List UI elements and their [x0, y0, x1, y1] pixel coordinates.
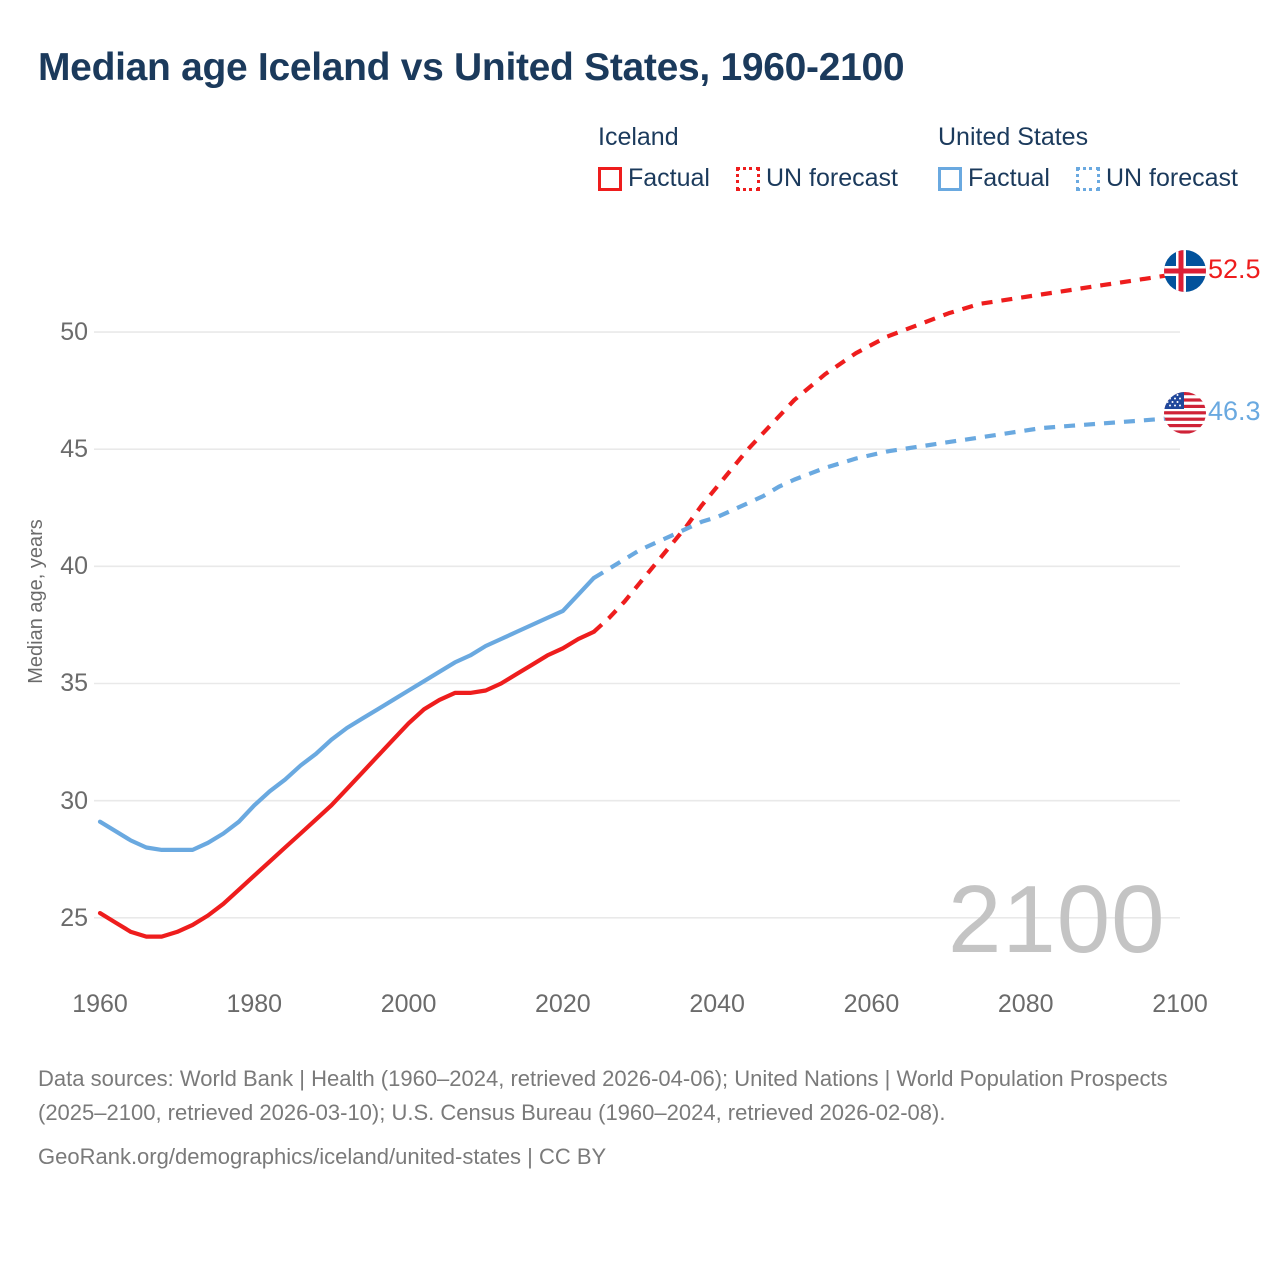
iceland-flag-icon — [1164, 250, 1206, 292]
legend-item-label: Factual — [628, 164, 710, 192]
y-axis-tick: 45 — [60, 435, 88, 464]
legend-country-label: Iceland — [598, 123, 679, 151]
legend-swatch-dotted-icon — [735, 166, 760, 191]
legend-swatch-solid-icon — [938, 166, 962, 191]
iceland-endpoint-value: 52.5 — [1208, 254, 1261, 284]
page-title: Median age Iceland vs United States, 196… — [38, 46, 905, 89]
chart-legend: Iceland Factual UN forecast United State… — [598, 122, 1258, 208]
y-axis-tick: 30 — [60, 786, 88, 815]
usa-endpoint-value: 46.3 — [1208, 396, 1261, 426]
x-axis-tick: 2000 — [380, 990, 437, 1018]
data-sources-text: Data sources: World Bank | Health (1960–… — [38, 1066, 1168, 1125]
y-axis-tick: 25 — [60, 903, 88, 932]
y-axis-label: Median age, years — [24, 519, 47, 684]
y-axis-tick: 40 — [60, 552, 88, 581]
legend-item-usa-forecast[interactable]: UN forecast — [1075, 164, 1238, 193]
legend-swatch-solid-icon — [598, 166, 622, 191]
y-axis-tick: 35 — [60, 669, 88, 698]
year-watermark: 2100 — [948, 866, 1166, 973]
x-axis-tick: 2080 — [997, 990, 1054, 1018]
legend-group-iceland: Iceland Factual UN forecast — [598, 122, 898, 193]
legend-item-iceland-forecast[interactable]: UN forecast — [735, 164, 898, 193]
usa-flag-icon — [1164, 392, 1206, 434]
legend-item-usa-factual[interactable]: Factual — [938, 164, 1050, 193]
x-axis-tick: 2060 — [843, 990, 900, 1018]
x-axis-tick: 1980 — [226, 990, 283, 1018]
x-axis-tick: 1960 — [72, 990, 128, 1018]
x-axis-tick: 2040 — [689, 990, 745, 1018]
legend-item-label: UN forecast — [1105, 164, 1238, 192]
x-axis-tick: 2100 — [1152, 990, 1208, 1018]
legend-item-label: Factual — [968, 164, 1050, 192]
legend-country-label: United States — [938, 123, 1089, 151]
legend-item-iceland-factual[interactable]: Factual — [598, 164, 710, 193]
attribution-text: GeoRank.org/demographics/iceland/united-… — [38, 1144, 607, 1169]
legend-group-united-states: United States Factual UN forecast — [938, 122, 1238, 193]
y-axis-tick: 50 — [60, 318, 88, 346]
legend-swatch-dotted-icon — [1075, 166, 1100, 191]
footer: Data sources: World Bank | Health (1960–… — [38, 1062, 1228, 1170]
x-axis-tick: 2020 — [535, 990, 591, 1018]
legend-item-label: UN forecast — [765, 164, 898, 192]
